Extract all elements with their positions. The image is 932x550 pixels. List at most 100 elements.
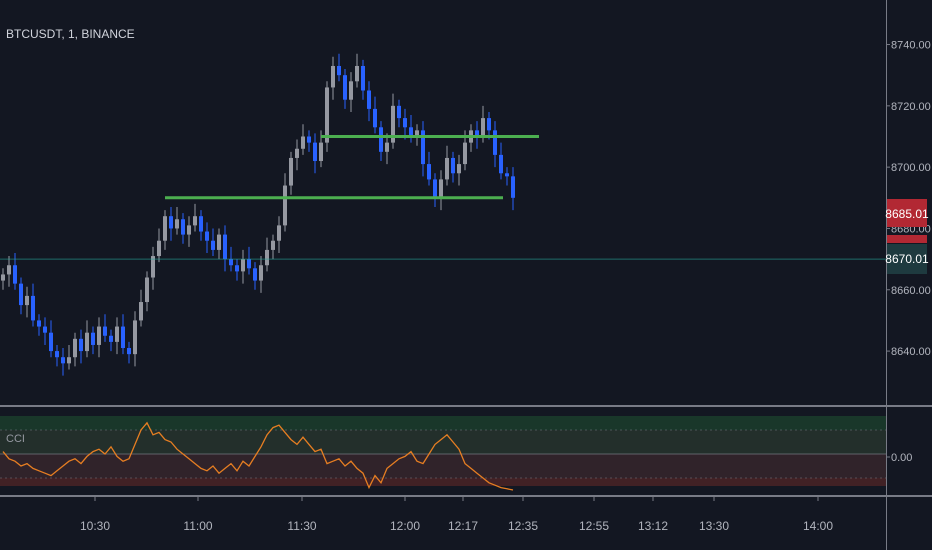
ref-price-label: 8670.01 — [885, 252, 929, 266]
candle-body — [439, 179, 443, 198]
candle-body — [235, 265, 239, 272]
candle-body — [259, 265, 263, 281]
candle-body — [397, 105, 401, 119]
main-pane[interactable] — [0, 0, 886, 405]
price-tick-label: 8720.00 — [891, 101, 931, 113]
price-tick-label: 8740.00 — [891, 40, 931, 52]
candle-body — [7, 265, 11, 275]
candle-body — [319, 142, 323, 162]
candle-body — [91, 332, 95, 345]
candle-body — [403, 118, 407, 128]
candle-body — [151, 256, 155, 278]
cci-line — [2, 421, 514, 491]
time-tick-label: 10:30 — [80, 519, 110, 533]
candle-body — [145, 277, 149, 303]
candle-body — [283, 185, 287, 226]
candle-body — [379, 127, 383, 152]
candle-body — [415, 130, 419, 137]
candle-body — [457, 164, 461, 174]
candle-body — [463, 142, 467, 165]
candle-body — [349, 81, 353, 100]
candle-body — [25, 295, 29, 306]
time-tick-label: 12:17 — [448, 519, 478, 533]
candle-body — [361, 65, 365, 91]
ref-price-badge — [887, 244, 927, 274]
candle-body — [289, 157, 293, 186]
candle-body — [247, 259, 251, 269]
candle-body — [133, 320, 137, 355]
candle-body — [265, 249, 269, 266]
levels-group — [0, 134, 886, 260]
candle-body — [385, 142, 389, 152]
candle-body — [187, 225, 191, 235]
candle-body — [241, 259, 245, 272]
candle-body — [337, 65, 341, 76]
candle-body — [301, 136, 305, 149]
candle-body — [451, 157, 455, 174]
candle-body — [475, 130, 479, 137]
candle-body — [139, 302, 143, 321]
candle-body — [163, 216, 167, 241]
price-tick-label: 8640.00 — [891, 346, 931, 358]
time-tick-label: 13:12 — [638, 519, 668, 533]
time-tick-label: 13:30 — [699, 519, 729, 533]
candle-body — [109, 335, 113, 342]
time-tick-label: 11:00 — [183, 519, 212, 533]
cci-overbought-band — [0, 416, 886, 430]
time-tick-label: 12:35 — [508, 519, 538, 533]
time-tick-label: 14:00 — [803, 519, 833, 533]
time-tick-label: 12:00 — [390, 519, 420, 533]
price-axis[interactable]: 8740.008720.008700.008680.008660.008640.… — [886, 40, 931, 359]
candle-body — [313, 142, 317, 162]
candle-body — [325, 87, 329, 143]
candle-body — [499, 154, 503, 174]
candle-body — [373, 108, 377, 128]
candle-body — [61, 357, 65, 364]
candle-body — [211, 240, 215, 250]
candle-body — [433, 179, 437, 198]
candle-body — [421, 130, 425, 165]
cci-lower-zone — [0, 454, 886, 478]
candle-body — [277, 225, 281, 241]
candle-body — [505, 173, 509, 177]
candle-body — [73, 338, 77, 358]
candle-body — [169, 216, 173, 229]
candle-body — [217, 234, 221, 250]
price-tick-label: 8660.00 — [891, 285, 931, 297]
candle-body — [49, 332, 53, 352]
indicator-name[interactable]: CCI — [6, 433, 25, 445]
candle-body — [427, 164, 431, 180]
cci-upper-zone — [0, 430, 886, 454]
time-tick-label: 12:55 — [579, 519, 609, 533]
time-axis[interactable]: 10:30 11:00 11:30 12:00 12:17 12:35 12:55 13:12… — [80, 497, 833, 533]
candle-body — [445, 157, 449, 180]
time-tick-label: 11:30 — [287, 519, 316, 533]
last-price-badge — [887, 199, 927, 227]
candle-body — [121, 326, 125, 349]
cci-oversold-band — [0, 478, 886, 486]
candle-body — [97, 326, 101, 345]
candle-body — [175, 219, 179, 229]
candle-body — [43, 326, 47, 333]
candle-body — [331, 65, 335, 88]
candle-body — [253, 268, 257, 281]
last-price-label: 8685.01 — [885, 207, 929, 221]
symbol-label[interactable]: BTCUSDT, 1, BINANCE — [6, 27, 135, 41]
candle-body — [295, 148, 299, 158]
candle-body — [1, 274, 5, 281]
candle-body — [409, 127, 413, 137]
candle-body — [193, 216, 197, 226]
candle-body — [307, 136, 311, 143]
candle-body — [157, 240, 161, 257]
candle-body — [37, 320, 41, 327]
candle-body — [271, 240, 275, 250]
candle-body — [19, 283, 23, 306]
candle-body — [493, 130, 497, 155]
candle-body — [79, 338, 83, 352]
candle-body — [391, 105, 395, 143]
candle-body — [481, 118, 485, 137]
cci-bands — [0, 416, 886, 486]
candle-body — [103, 326, 107, 336]
candle-body — [355, 65, 359, 82]
